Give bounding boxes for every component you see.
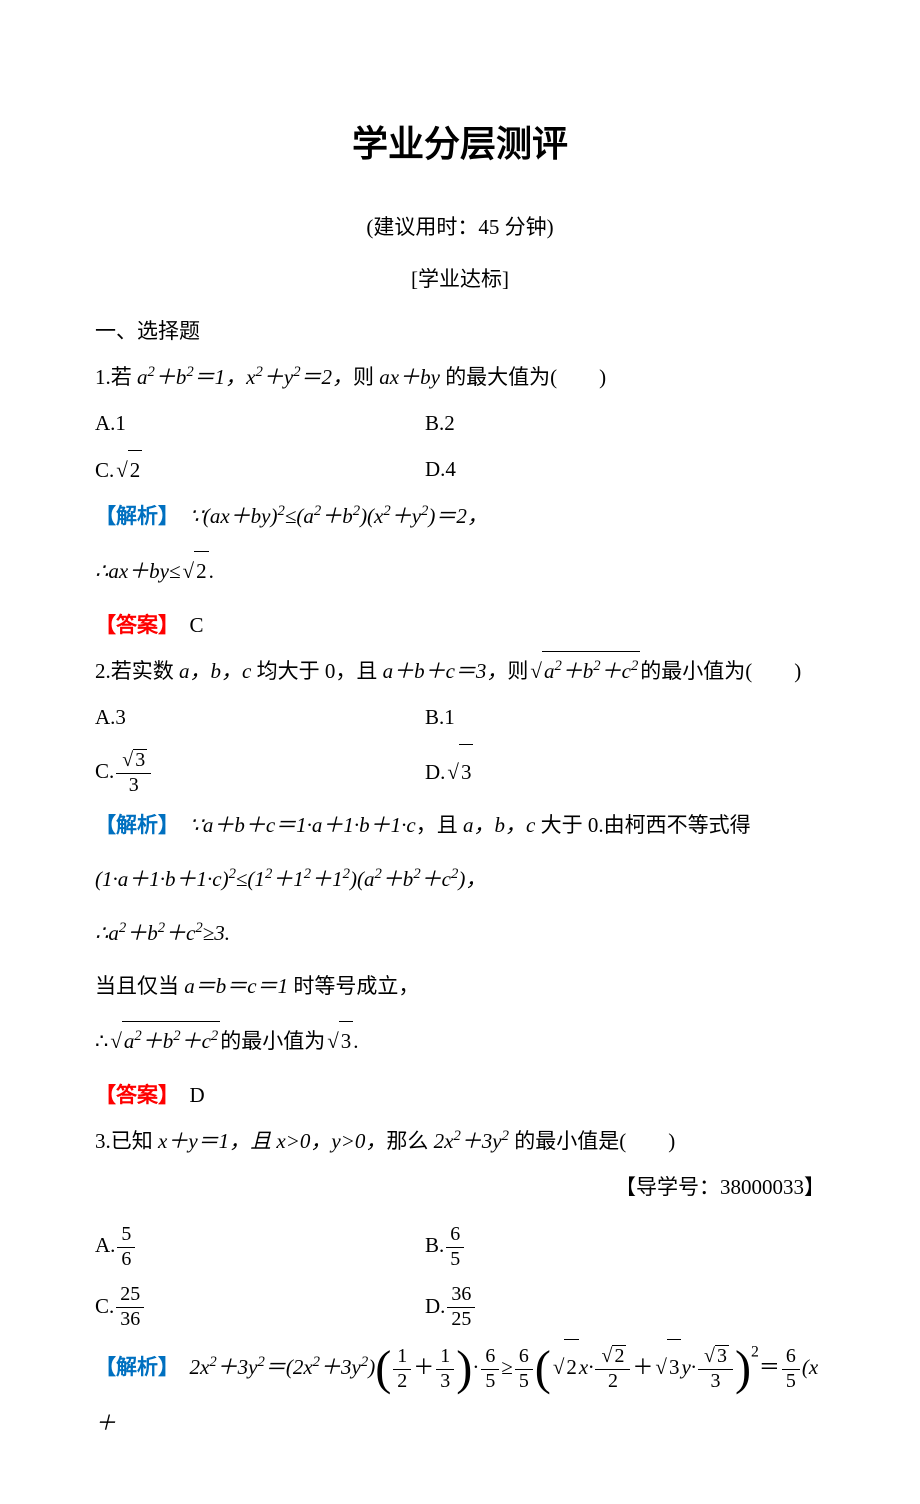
q1-stem-suffix: 的最大值为( ): [445, 365, 606, 389]
q3-option-c: C.2536: [95, 1279, 425, 1334]
q3-guide-number: 【导学号：38000033】: [95, 1168, 825, 1208]
q2-a-l5c: .: [353, 1029, 358, 1053]
q1-stem: 1.若 a2＋b2＝1，x2＋y2＝2，则 ax＋by 的最大值为( ): [95, 358, 825, 398]
q2-stem-mid2: 则: [507, 659, 528, 683]
analysis-label: 【解析】: [95, 814, 169, 837]
q1-option-b: B.2: [425, 404, 825, 444]
q2-stem-vars: a，b，c: [179, 659, 257, 683]
answer-label: 【答案】: [95, 1084, 169, 1107]
q2-option-b: B.1: [425, 698, 825, 738]
q1-option-a: A.1: [95, 404, 425, 444]
q1-option-c: C.2: [95, 450, 425, 491]
q2-option-c: C.33: [95, 744, 425, 800]
q2-a-l2: (1·a＋1·b＋1·c)2≤(12＋12＋12)(a2＋b2＋c2)，: [95, 867, 486, 891]
q1-analysis-line2: ∴ax＋by≤2.: [95, 551, 825, 592]
q1-options-row1: A.1 B.2: [95, 404, 825, 444]
q2-analysis-line2: (1·a＋1·b＋1·c)2≤(12＋12＋12)(a2＋b2＋c2)，: [95, 860, 825, 900]
q2-a-l4c: 时等号成立，: [293, 974, 419, 998]
q1-analysis-text1: ∵(ax＋by)2≤(a2＋b2)(x2＋y2)＝2，: [190, 504, 488, 528]
analysis-label: 【解析】: [95, 505, 169, 528]
q2-a-l1a: ∵a＋b＋c＝1·a＋1·b＋1·c: [190, 813, 416, 837]
q3-stem-suffix: 的最小值是( ): [514, 1129, 675, 1153]
q2-options-row2: C.33 D.3: [95, 744, 825, 800]
q3-option-a: A.56: [95, 1218, 425, 1273]
q2-answer: 【答案】 D: [95, 1076, 825, 1116]
q3-stem-prefix: 3.已知: [95, 1129, 158, 1153]
q2-stem-sqrt: a2＋b2＋c2: [542, 651, 640, 692]
q3-option-b: B.65: [425, 1218, 825, 1273]
q1-stem-prefix: 1.若: [95, 365, 137, 389]
q2-analysis-line1: 【解析】 ∵a＋b＋c＝1·a＋1·b＋1·c，且 a，b，c 大于 0.由柯西…: [95, 806, 825, 846]
q2-a-l1d: 大于 0.由柯西不等式得: [541, 813, 751, 837]
analysis-label: 【解析】: [95, 1356, 169, 1379]
subtitle: (建议用时：45 分钟): [95, 208, 825, 248]
q2-stem: 2.若实数 a，b，c 均大于 0，且 a＋b＋c＝3，则 a2＋b2＋c2的最小…: [95, 651, 825, 692]
q2-stem-prefix: 2.若实数: [95, 659, 179, 683]
q2-a-l5a: ∴: [95, 1029, 108, 1053]
q3-option-d: D.3625: [425, 1279, 825, 1334]
section-header: [学业达标]: [95, 260, 825, 300]
q2-option-a: A.3: [95, 698, 425, 738]
q2-stem-cond: a＋b＋c＝3，: [383, 659, 508, 683]
q2-a-l3: ∴a2＋b2＋c2≥3.: [95, 921, 230, 945]
q2-analysis-line5: ∴a2＋b2＋c2的最小值为3.: [95, 1021, 825, 1062]
q3-analysis: 【解析】 2x2＋3y2＝(2x2＋3y2)(12＋13)·65≥65(2x·2…: [95, 1339, 825, 1450]
q1-stem-target: ax＋by: [379, 365, 445, 389]
q1-option-d: D.4: [425, 450, 825, 491]
q2-options-row1: A.3 B.1: [95, 698, 825, 738]
q2-a-l5b: 的最小值为: [220, 1029, 325, 1053]
page-title: 学业分层测评: [95, 110, 825, 178]
q3-options-row1: A.56 B.65: [95, 1218, 825, 1273]
q3-stem-target: 2x2＋3y2: [434, 1129, 515, 1153]
q2-stem-suffix: 的最小值为( ): [640, 659, 801, 683]
q1-analysis-text2b: .: [209, 559, 214, 583]
q3-stem: 3.已知 x＋y＝1，且 x>0，y>0，那么 2x2＋3y2 的最小值是( ): [95, 1122, 825, 1162]
q1-options-row2: C.2 D.4: [95, 450, 825, 491]
q1-stem-cond: a2＋b2＝1，x2＋y2＝2，: [137, 365, 353, 389]
q1-answer-value: C: [190, 613, 204, 637]
q3-stem-cond: x＋y＝1，且 x>0，y>0，: [158, 1129, 386, 1153]
q1-stem-mid: 则: [353, 365, 379, 389]
q2-stem-mid1: 均大于 0，且: [257, 659, 383, 683]
q1-analysis-text2a: ∴ax＋by≤: [95, 559, 181, 583]
q3-a-start: 2x2＋3y2＝(2x2＋3y2): [190, 1355, 376, 1379]
q2-a-l4a: 当且仅当: [95, 974, 184, 998]
q2-answer-value: D: [190, 1083, 205, 1107]
section-one-label: 一、选择题: [95, 312, 825, 352]
q1-answer: 【答案】 C: [95, 606, 825, 646]
q2-a-l4b: a＝b＝c＝1: [184, 974, 293, 998]
q2-option-d: D.3: [425, 744, 825, 800]
q2-a-l1c: a，b，c: [463, 813, 541, 837]
q2-a-l5-sqrt1: a2＋b2＋c2: [122, 1021, 220, 1062]
q1-analysis-line1: 【解析】 ∵(ax＋by)2≤(a2＋b2)(x2＋y2)＝2，: [95, 497, 825, 537]
q3-stem-mid: 那么: [386, 1129, 433, 1153]
q2-a-l1b: ，且: [416, 813, 463, 837]
q2-analysis-line4: 当且仅当 a＝b＝c＝1 时等号成立，: [95, 967, 825, 1007]
q3-options-row2: C.2536 D.3625: [95, 1279, 825, 1334]
q2-analysis-line3: ∴a2＋b2＋c2≥3.: [95, 914, 825, 954]
answer-label: 【答案】: [95, 614, 169, 637]
